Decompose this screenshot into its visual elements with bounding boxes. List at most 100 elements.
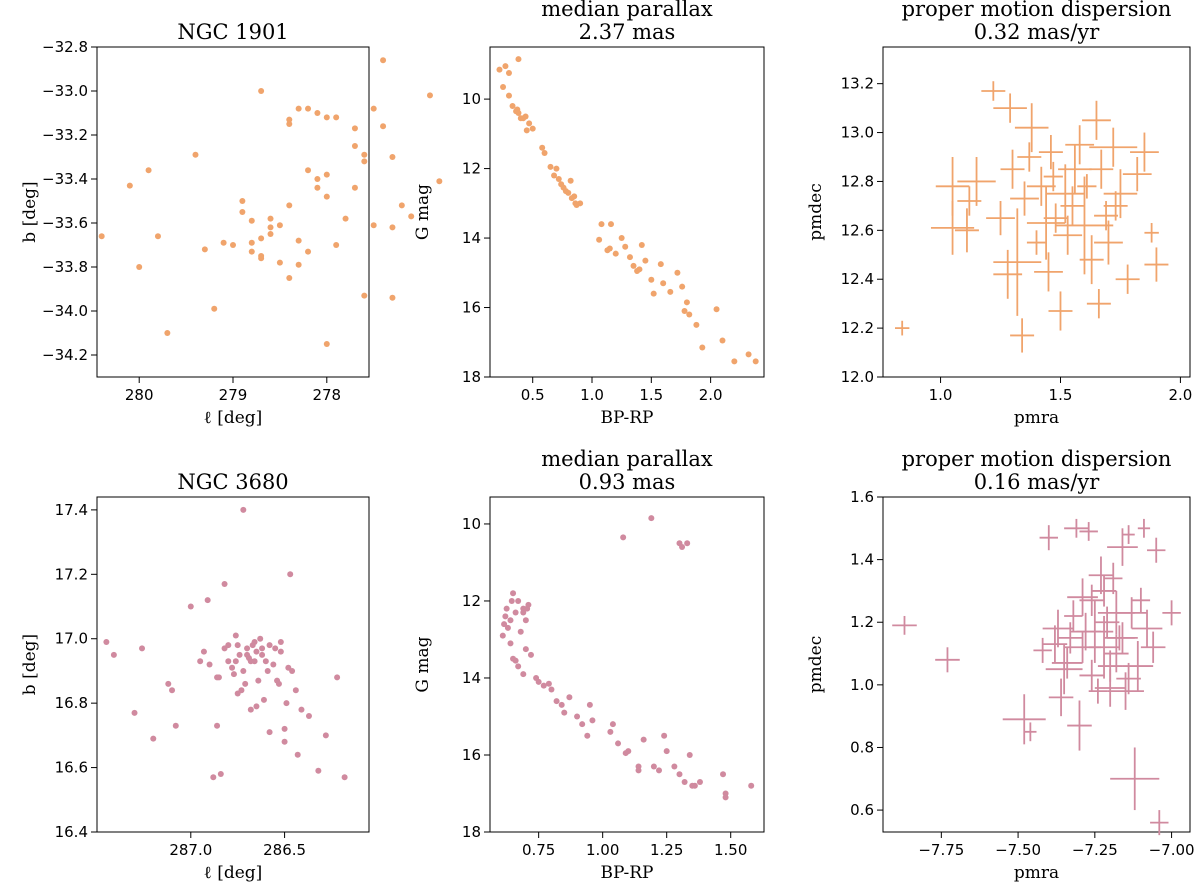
data-point (341, 774, 348, 781)
x-axis-label: pmra (1014, 863, 1059, 883)
data-point (522, 646, 529, 653)
y-axis-label: G mag (413, 184, 433, 240)
data-point (551, 172, 558, 179)
data-point (398, 202, 405, 209)
y-tick-label: 17.2 (55, 565, 88, 583)
data-point (276, 222, 283, 229)
data-point (361, 158, 368, 165)
data-point (333, 114, 340, 121)
y-tick-label: −33.4 (42, 170, 88, 188)
y-axis-label: pmdec (806, 636, 826, 693)
data-point (248, 239, 255, 246)
data-point (172, 722, 179, 729)
data-point (522, 113, 529, 120)
data-point (548, 686, 555, 693)
y-tick-label: 10 (462, 515, 481, 533)
data-point (295, 105, 302, 112)
data-point (540, 682, 547, 689)
panel-ngc1901-sky: NGC 1901 280 279 278 −34.2 −34.0 −33.8 −33.6 −33… (20, 20, 443, 428)
data-point (502, 63, 509, 70)
data-point (555, 176, 562, 182)
data-point (527, 651, 534, 658)
data-point (289, 667, 296, 674)
data-point (281, 725, 288, 732)
y-axis-label: b [deg] (20, 634, 40, 695)
y-tick-label: 14 (462, 669, 481, 687)
data-point (579, 721, 586, 728)
data-point (719, 337, 726, 344)
chart-title: proper motion dispersion (902, 447, 1172, 471)
data-point (679, 544, 686, 551)
data-point (240, 667, 247, 674)
x-tick-label: 0.75 (522, 841, 555, 859)
data-point (286, 275, 293, 281)
y-tick-label: 12.8 (841, 172, 874, 190)
data-point (656, 767, 663, 774)
data-point (426, 92, 433, 99)
data-point (267, 215, 274, 222)
data-point (314, 184, 321, 191)
y-tick-label: 14 (462, 229, 481, 247)
data-point (361, 151, 368, 158)
y-tick-label: 10 (462, 90, 481, 108)
y-tick-label: −34.2 (42, 346, 88, 364)
x-tick-label: 278 (312, 386, 341, 404)
data-point (342, 215, 349, 222)
data-point (505, 70, 512, 77)
y-tick-label: −33.6 (42, 214, 88, 232)
y-tick-label: −33.8 (42, 258, 88, 276)
data-point (722, 794, 729, 801)
data-point (253, 648, 260, 655)
data-point (236, 651, 243, 658)
data-point (630, 262, 637, 269)
y-tick-label: −34.0 (42, 302, 88, 320)
data-point (699, 344, 706, 351)
data-point (615, 740, 622, 747)
data-point (305, 713, 312, 720)
x-tick-label: 1.5 (1049, 386, 1073, 404)
chart-title: NGC 1901 (177, 20, 288, 44)
data-point (520, 605, 527, 612)
y-tick-label: 0.6 (850, 801, 874, 819)
data-point (545, 680, 552, 687)
data-point (305, 105, 312, 112)
y-tick-label: 12 (462, 160, 481, 178)
data-point (126, 182, 133, 189)
data-point (251, 638, 258, 645)
data-point (514, 106, 521, 113)
data-point (686, 751, 693, 758)
data-point (169, 687, 176, 694)
data-point (380, 57, 387, 64)
data-point (622, 243, 629, 250)
data-point (192, 151, 199, 158)
y-tick-label: 18 (462, 368, 481, 386)
x-tick-label: 280 (125, 386, 154, 404)
data-point (389, 294, 396, 301)
x-axis-label: ℓ [deg] (204, 408, 263, 428)
y-tick-label: 16 (462, 746, 481, 764)
data-point (526, 120, 533, 127)
data-point (165, 680, 172, 687)
data-point (361, 292, 368, 299)
data-point (541, 149, 548, 156)
data-point (286, 116, 293, 123)
y-tick-label: 12.2 (841, 319, 874, 337)
data-point (139, 645, 146, 652)
data-point (547, 163, 554, 170)
data-point (671, 763, 678, 770)
chart-title: 0.16 mas/yr (974, 470, 1101, 494)
x-axis-label: ℓ [deg] (204, 863, 263, 883)
x-tick-label: 1.50 (714, 841, 747, 859)
data-point (110, 651, 117, 658)
data-point (272, 645, 279, 652)
data-point (635, 763, 642, 770)
data-point (598, 221, 605, 228)
panel-ngc3680-sky: NGC 3680 287.0 286.5 16.4 16.6 16.8 17.0 17.2 17… (20, 470, 370, 883)
data-point (502, 613, 509, 620)
data-point (164, 330, 171, 336)
data-point (305, 248, 312, 255)
data-point (661, 732, 668, 739)
data-point (577, 200, 584, 207)
data-point (258, 235, 265, 242)
